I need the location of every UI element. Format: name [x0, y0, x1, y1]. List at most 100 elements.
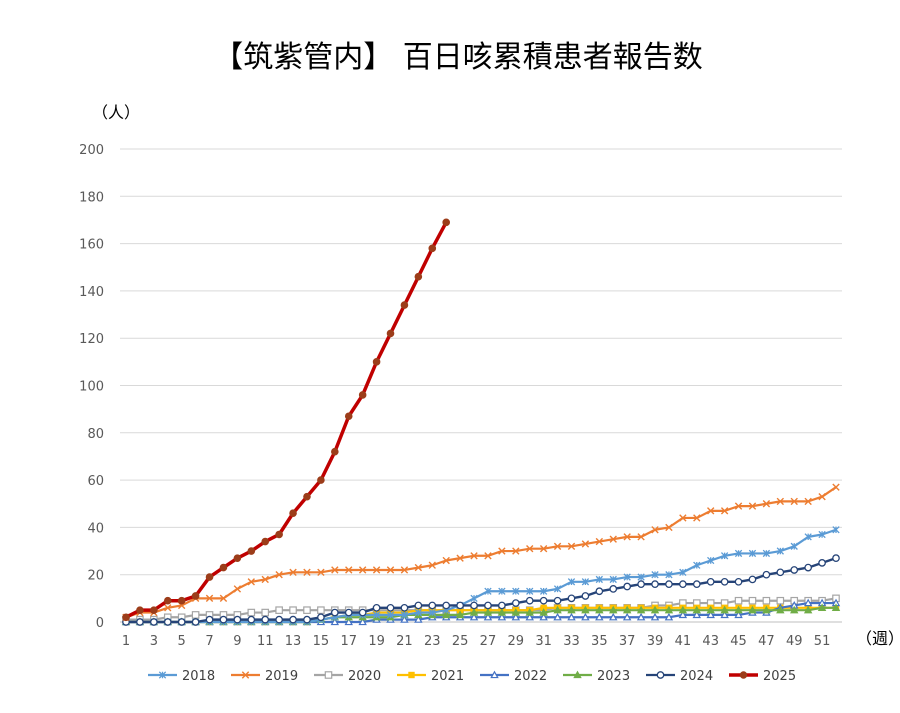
data-point	[261, 615, 270, 624]
x-tick-label: 11	[257, 634, 274, 649]
x-tick-label: 33	[563, 634, 580, 649]
data-point	[330, 617, 340, 626]
x-tick-label: 15	[313, 634, 330, 649]
data-point	[651, 571, 659, 579]
x-tick-label: 49	[786, 634, 803, 649]
legend-item-2024[interactable]: 2024	[646, 669, 713, 684]
data-point	[762, 500, 771, 508]
data-point	[720, 577, 729, 586]
data-point	[776, 596, 785, 605]
data-point	[804, 497, 812, 506]
data-point	[679, 514, 687, 522]
x-tick-label: 9	[233, 634, 241, 649]
data-point	[372, 603, 381, 612]
data-point	[567, 594, 576, 603]
data-point	[762, 605, 771, 614]
data-point	[567, 578, 576, 586]
data-point	[581, 605, 590, 614]
data-point	[456, 606, 464, 614]
data-point	[386, 329, 395, 338]
data-point	[818, 530, 826, 539]
data-point	[525, 596, 534, 605]
data-point	[803, 605, 813, 614]
data-point	[289, 509, 297, 518]
series-line	[126, 528, 837, 624]
y-tick-label: 0	[96, 616, 104, 631]
data-point	[191, 618, 200, 626]
x-tick-label: 39	[647, 634, 664, 649]
data-point	[734, 549, 743, 558]
x-tick-label: 27	[480, 634, 497, 649]
data-point	[490, 670, 499, 679]
data-point	[289, 606, 297, 614]
data-point	[609, 612, 618, 621]
data-point	[707, 556, 715, 565]
data-point	[470, 552, 478, 560]
data-point	[497, 612, 507, 621]
data-point	[762, 596, 771, 605]
gridlines	[120, 148, 842, 623]
data-point	[511, 612, 521, 621]
data-point	[553, 596, 562, 605]
data-point	[358, 617, 367, 626]
series-lines	[121, 218, 841, 626]
data-point	[581, 612, 590, 621]
data-point	[637, 580, 645, 589]
x-tick-label: 47	[758, 634, 775, 649]
legend-item-2018[interactable]: 2018	[148, 669, 215, 684]
data-point	[707, 507, 715, 515]
series-2025	[122, 218, 450, 622]
data-point	[720, 605, 729, 614]
data-point	[136, 606, 144, 614]
data-point	[609, 575, 617, 584]
y-tick-label: 140	[79, 285, 104, 300]
data-point	[484, 587, 492, 595]
data-point	[804, 563, 813, 572]
x-tick-label: 23	[424, 634, 441, 649]
y-tick-label: 180	[79, 190, 104, 205]
data-point	[512, 587, 520, 595]
data-point	[442, 556, 450, 565]
data-point	[149, 618, 158, 626]
data-point	[511, 608, 521, 616]
legend-label: 2021	[431, 669, 464, 684]
data-point	[776, 605, 785, 614]
data-point	[636, 605, 646, 614]
data-point	[748, 549, 757, 558]
data-point	[205, 594, 214, 603]
x-tick-label: 19	[368, 634, 385, 649]
data-point	[428, 561, 436, 569]
data-point	[693, 514, 701, 522]
data-point	[511, 599, 520, 607]
data-point	[706, 577, 715, 586]
data-point	[498, 547, 506, 555]
legend-label: 2019	[265, 669, 298, 684]
legend-item-2022[interactable]: 2022	[480, 669, 547, 684]
x-tick-label: 45	[730, 634, 747, 649]
data-point	[581, 578, 590, 586]
data-point	[469, 612, 479, 621]
data-point	[484, 552, 492, 560]
data-point	[484, 601, 492, 610]
data-point	[247, 578, 255, 586]
data-point	[595, 612, 604, 621]
data-point	[595, 537, 604, 546]
legend[interactable]: 2018 2019 2020 2021 2022 2023 2024 2025	[148, 669, 796, 684]
data-point	[177, 596, 186, 605]
data-point	[275, 606, 283, 614]
data-point	[581, 540, 590, 548]
legend-item-2025[interactable]: 2025	[729, 669, 796, 684]
legend-item-2019[interactable]: 2019	[231, 669, 298, 684]
data-point	[609, 535, 617, 543]
legend-item-2020[interactable]: 2020	[314, 669, 381, 684]
data-point	[656, 671, 665, 679]
data-point	[818, 559, 826, 567]
legend-item-2021[interactable]: 2021	[397, 669, 464, 684]
y-tick-label: 100	[79, 380, 104, 395]
data-point	[344, 412, 353, 421]
data-point	[275, 530, 283, 539]
x-tick-label: 25	[452, 634, 469, 649]
legend-item-2023[interactable]: 2023	[563, 669, 630, 684]
data-point	[539, 587, 548, 595]
